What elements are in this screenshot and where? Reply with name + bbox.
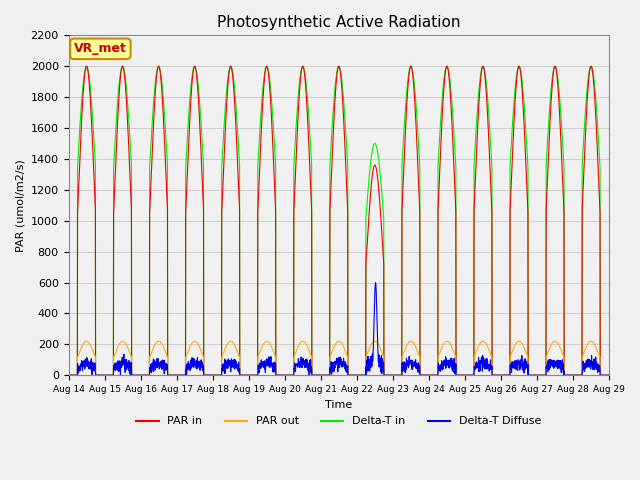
Legend: PAR in, PAR out, Delta-T in, Delta-T Diffuse: PAR in, PAR out, Delta-T in, Delta-T Dif… [132, 412, 546, 431]
Text: VR_met: VR_met [74, 42, 127, 55]
X-axis label: Time: Time [325, 399, 353, 409]
Title: Photosynthetic Active Radiation: Photosynthetic Active Radiation [217, 15, 461, 30]
Y-axis label: PAR (umol/m2/s): PAR (umol/m2/s) [15, 159, 25, 252]
